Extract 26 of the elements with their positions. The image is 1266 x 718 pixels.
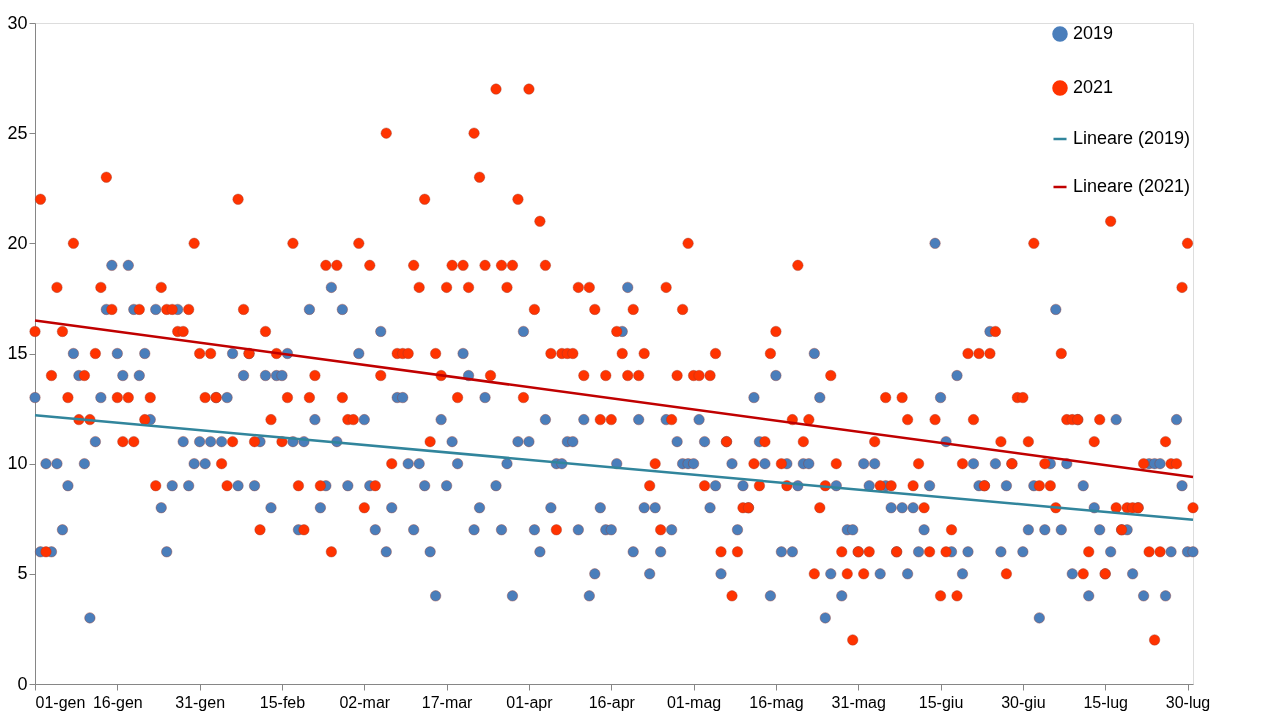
legend-label: 2019 <box>1073 23 1114 43</box>
legend-label: Lineare (2019) <box>1073 128 1191 148</box>
y-tick-label: 25 <box>7 122 28 143</box>
x-tick-label: 30-lug <box>1165 693 1211 711</box>
x-tick-label: 30-giu <box>1001 693 1046 711</box>
x-tick-label: 02-mar <box>339 693 391 711</box>
y-tick-label: 5 <box>17 563 28 584</box>
x-tick-label: 01-apr <box>506 693 554 711</box>
x-tick-label: 01-mag <box>666 693 722 711</box>
x-tick-label: 17-mar <box>421 693 474 711</box>
legend-label: 2021 <box>1073 77 1114 97</box>
x-tick-label: 15-giu <box>918 693 964 711</box>
x-tick-label: 16-gen <box>92 693 143 711</box>
x-tick-label: 01-gen <box>35 693 86 711</box>
x-tick-label: 15-lug <box>1083 693 1128 711</box>
x-tick-label: 31-gen <box>175 693 226 711</box>
x-tick-label: 15-feb <box>259 693 306 711</box>
y-tick-label: 15 <box>7 343 28 363</box>
legend-label: Lineare (2021) <box>1073 176 1191 196</box>
y-tick-label: 10 <box>7 453 28 474</box>
x-tick-label: 16-mag <box>749 693 804 711</box>
x-tick-label: 16-apr <box>588 693 636 711</box>
y-tick-label: 30 <box>7 12 28 33</box>
y-tick-label: 0 <box>17 673 28 694</box>
x-tick-label: 31-mag <box>831 693 886 711</box>
y-tick-label: 20 <box>7 232 28 253</box>
